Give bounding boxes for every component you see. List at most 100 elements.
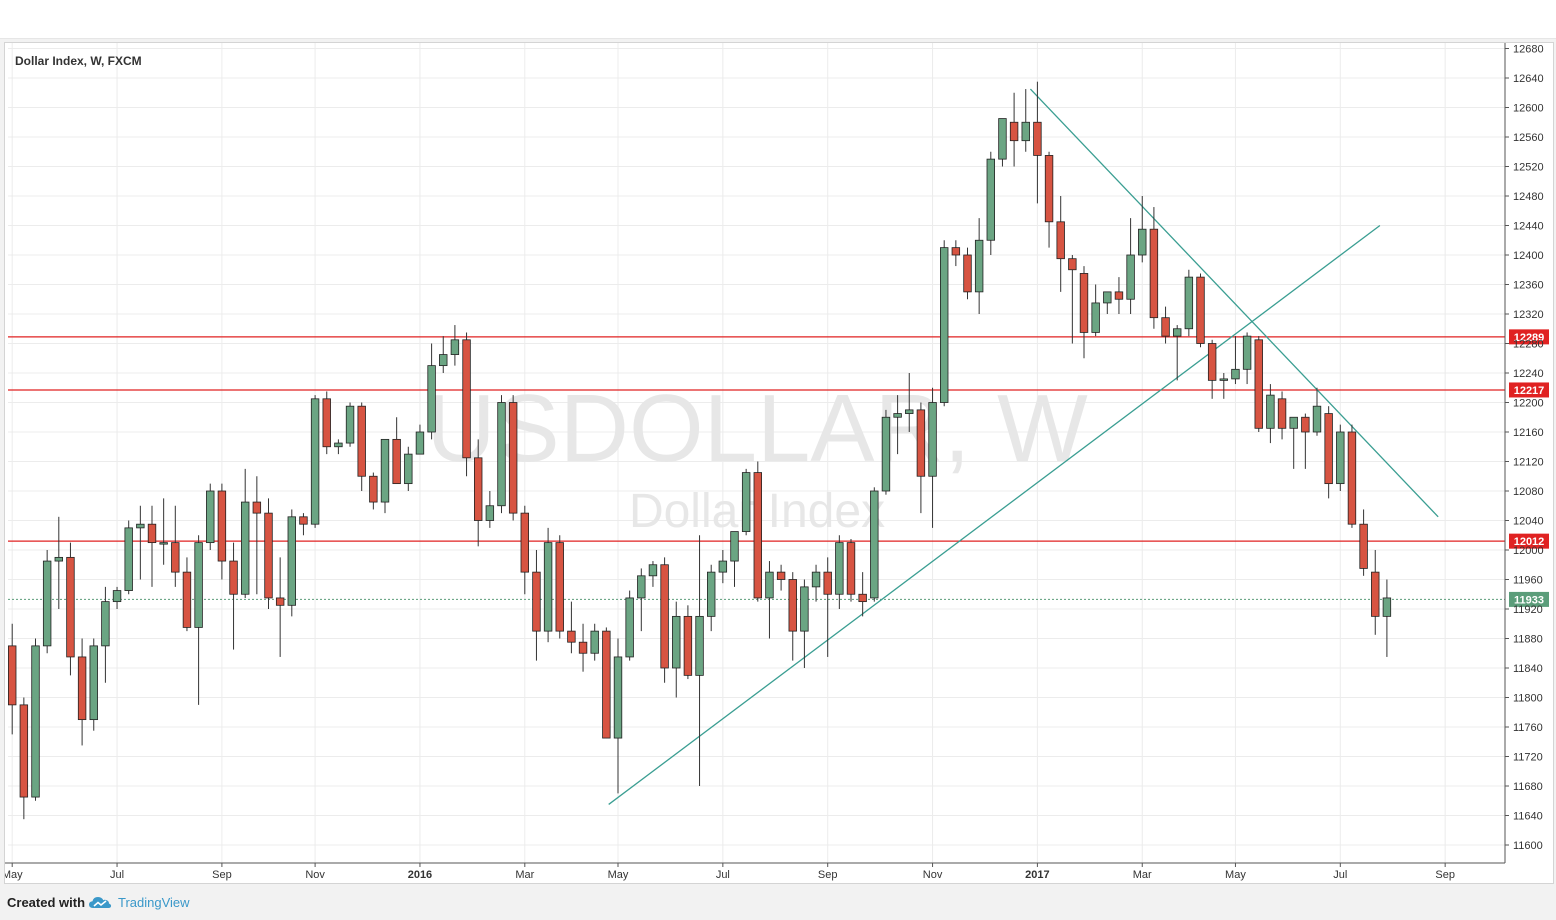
candle-body [275, 597, 285, 606]
candle [881, 409, 891, 495]
candle [660, 557, 669, 683]
candle-body [718, 560, 728, 573]
candle [404, 446, 413, 491]
candle [823, 557, 832, 657]
trendline[interactable] [608, 224, 1381, 805]
last-price-badge [1509, 591, 1549, 607]
candle [567, 601, 576, 654]
candle [1079, 266, 1089, 359]
candle [625, 590, 634, 661]
candle-body [520, 512, 529, 573]
candle-body [1312, 405, 1322, 433]
candle-body [171, 542, 180, 573]
candle [101, 586, 110, 683]
candle-body [427, 365, 436, 433]
candlestick-chart[interactable]: USDOLLAR, W Dollar Index 12289 12217 12012… [5, 43, 1553, 883]
x-tick-label: Jul [110, 869, 124, 881]
candle-body [870, 490, 879, 599]
candle [89, 638, 98, 731]
candle [77, 638, 87, 746]
candle [532, 550, 541, 661]
candle [299, 513, 308, 536]
y-tick-label: 11640 [1513, 811, 1543, 823]
candle [322, 391, 331, 455]
y-tick-label: 12560 [1513, 132, 1544, 144]
candle [1289, 416, 1298, 469]
y-tick-label: 11880 [1513, 634, 1543, 646]
candle-body [916, 409, 926, 477]
candle-body [310, 398, 320, 525]
candle [229, 542, 238, 650]
x-tick-label: 2017 [1025, 869, 1049, 881]
candle [450, 325, 460, 366]
candle-body [730, 531, 739, 562]
top-bar [0, 0, 1556, 39]
candle-body [555, 542, 564, 632]
candle [637, 568, 646, 632]
candle-body [229, 560, 238, 595]
candle-body [1277, 398, 1287, 429]
candle [462, 332, 471, 477]
candle-body [1173, 328, 1182, 337]
candle [800, 579, 809, 668]
x-tick-label: Sep [1435, 869, 1455, 881]
candle [602, 627, 611, 739]
candle [916, 402, 926, 514]
candle [1301, 413, 1310, 469]
candle [380, 438, 390, 514]
candle-body [439, 354, 448, 367]
candle-body [1138, 228, 1147, 256]
tradingview-link[interactable]: TradingView [118, 895, 190, 910]
candle [473, 439, 483, 547]
candle [870, 487, 879, 602]
candle-body [334, 442, 343, 448]
candle-body [404, 453, 413, 485]
candle-body [1009, 121, 1019, 142]
x-tick-label: Mar [1133, 869, 1152, 881]
candle-body [625, 597, 634, 658]
candle [1336, 424, 1345, 491]
candle [741, 468, 751, 536]
candle [1371, 550, 1380, 635]
candle-body [415, 431, 425, 455]
candle [182, 557, 192, 632]
x-tick-label: May [608, 869, 629, 881]
candle-body [1219, 378, 1228, 381]
candle-body [1149, 228, 1159, 319]
candle [1068, 255, 1077, 344]
candle [648, 561, 658, 587]
candle-body [567, 630, 576, 643]
candle-body [1091, 302, 1100, 333]
candle [928, 387, 937, 528]
candle-body [206, 490, 215, 544]
tradingview-cloud-icon[interactable] [88, 894, 112, 910]
candle [940, 240, 949, 407]
trendlines[interactable] [608, 88, 1439, 805]
candle [1184, 269, 1194, 337]
candle [54, 516, 63, 609]
last-price-label: 11933 [1514, 594, 1544, 606]
candle-body [602, 630, 611, 739]
candle-body [1371, 571, 1380, 617]
y-tick-label: 12160 [1513, 427, 1544, 439]
candle [672, 601, 681, 698]
candle [1044, 151, 1054, 248]
candle-body [194, 542, 203, 628]
candle-body [299, 516, 308, 525]
candle [497, 395, 506, 514]
candle-body [217, 490, 227, 562]
y-tick-label: 11840 [1513, 663, 1543, 675]
candle [310, 395, 320, 528]
trendline[interactable] [1029, 88, 1439, 518]
candle-body [1021, 121, 1030, 142]
candle-body [974, 239, 984, 293]
candle-body [392, 438, 401, 485]
candle-body [788, 579, 797, 632]
candle [613, 638, 623, 794]
y-tick-label: 12320 [1513, 309, 1544, 321]
candle [986, 151, 995, 255]
candle [846, 538, 856, 602]
candle-body [77, 656, 87, 721]
candle [264, 498, 273, 609]
candle [543, 527, 553, 643]
